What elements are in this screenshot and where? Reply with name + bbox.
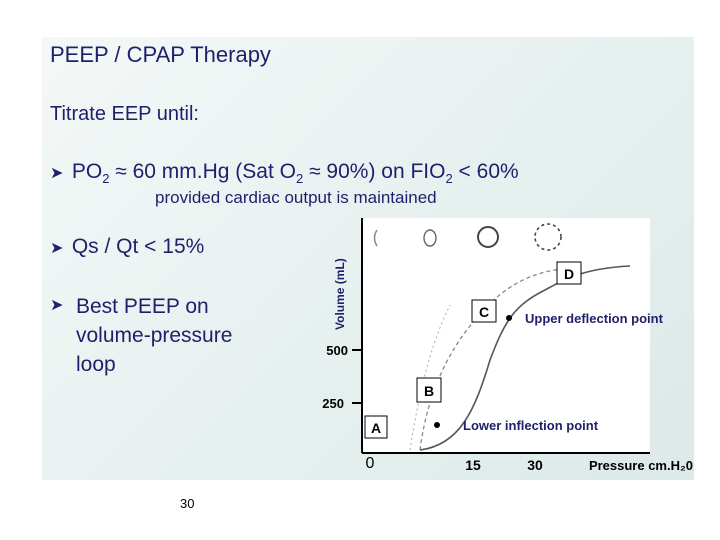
x-tick-label: 15 xyxy=(465,457,481,473)
svg-text:B: B xyxy=(424,383,434,399)
plot-area xyxy=(362,218,650,453)
y-tick-label: 250 xyxy=(322,396,344,411)
alveolus-icon xyxy=(534,223,562,251)
arrow-right-icon: ➤ xyxy=(50,240,64,257)
bullet-best-peep-arrow: ➤ xyxy=(50,292,66,316)
bullet-po2: ➤ PO2 ≈ 60 mm.Hg (Sat O2 ≈ 90%) on FIO2 … xyxy=(50,160,519,187)
y-axis-label: Volume (mL) xyxy=(333,258,347,330)
x-tick-label: 30 xyxy=(527,457,543,473)
x-axis-label: Pressure cm.H₂0 xyxy=(589,458,693,473)
bullet-best-peep: Best PEEP on volume-pressure loop xyxy=(76,295,233,376)
series-envelope xyxy=(409,304,451,451)
point-label-a: A xyxy=(364,415,388,439)
lower-inflection-marker xyxy=(434,422,440,428)
point-label-d: D xyxy=(556,261,582,285)
upper-deflection-label: Upper deflection point xyxy=(525,311,664,326)
arrow-right-icon: ➤ xyxy=(50,165,64,182)
volume-pressure-chart: Volume (mL) 500 250 0 15 30 Pressure cm.… xyxy=(300,210,710,490)
svg-text:A: A xyxy=(371,420,381,436)
slide-number: 30 xyxy=(180,496,195,511)
slide-title: PEEP / CPAP Therapy xyxy=(50,42,271,67)
arrow-right-icon: ➤ xyxy=(50,297,64,314)
svg-text:C: C xyxy=(479,304,489,320)
upper-deflection-marker xyxy=(506,315,512,321)
bullet-qs-qt: ➤ Qs / Qt < 15% xyxy=(50,235,205,258)
point-label-c: C xyxy=(471,299,497,323)
x-tick-label: 0 xyxy=(366,455,375,472)
bullet-note: provided cardiac output is maintained xyxy=(155,188,437,207)
chart-svg: Volume (mL) 500 250 0 15 30 Pressure cm.… xyxy=(322,218,693,473)
svg-text:D: D xyxy=(564,266,574,282)
lower-inflection-label: Lower inflection point xyxy=(463,418,599,433)
slide-subtitle: Titrate EEP until: xyxy=(50,103,199,125)
alveolus-icon xyxy=(373,229,378,247)
alveolus-icon xyxy=(423,229,437,247)
point-label-b: B xyxy=(416,377,442,403)
y-tick-label: 500 xyxy=(326,343,348,358)
alveolus-icon xyxy=(477,226,499,248)
